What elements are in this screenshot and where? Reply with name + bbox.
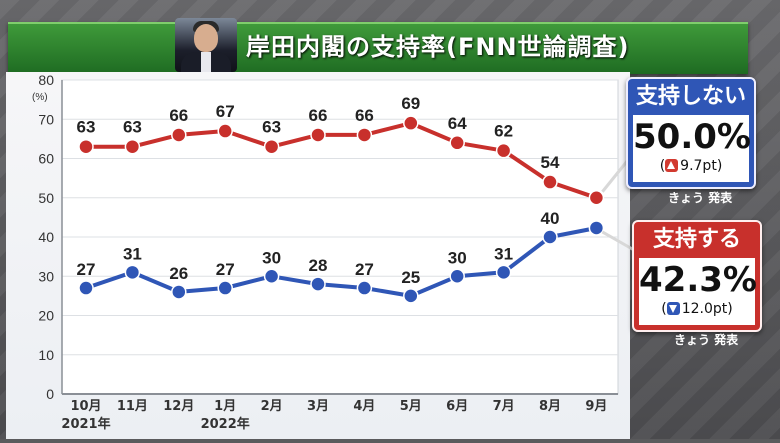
data-label-support: 26 — [169, 264, 188, 283]
data-label-support: 25 — [401, 268, 420, 287]
not-support-title: 支持しない — [635, 84, 746, 109]
data-label-not_support: 54 — [541, 153, 560, 172]
prime-minister-portrait — [175, 18, 237, 72]
support-change: 12.0pt — [681, 301, 728, 317]
data-label-not_support: 69 — [401, 94, 420, 113]
y-tick-label: 0 — [46, 386, 54, 402]
support-title: 支持する — [652, 227, 741, 252]
not-support-change: 9.7pt — [680, 158, 717, 174]
point-not_support — [356, 127, 373, 143]
x-tick-label: 12月 — [163, 399, 194, 414]
x-tick-label: 8月 — [539, 399, 561, 414]
point-support — [588, 220, 605, 236]
up-arrow-icon — [665, 159, 679, 172]
x-tick-label: 1月 — [214, 399, 236, 414]
data-label-not_support: 63 — [262, 118, 281, 137]
y-tick-label: 10 — [38, 347, 54, 363]
point-support — [78, 280, 94, 296]
not-support-callout: 支持しない 50.0% (9.7pt) — [626, 77, 756, 189]
y-tick-label: 50 — [38, 190, 54, 206]
point-not_support — [124, 138, 141, 155]
point-support — [495, 264, 512, 281]
x-tick-label: 7月 — [493, 399, 515, 414]
point-not_support — [403, 115, 419, 131]
point-not_support — [310, 127, 326, 143]
point-support — [217, 280, 233, 296]
point-not_support — [495, 142, 512, 159]
data-label-not_support: 66 — [169, 106, 188, 125]
point-support — [263, 268, 280, 284]
x-tick-label: 5月 — [400, 399, 422, 414]
data-label-not_support: 66 — [309, 106, 328, 125]
point-support — [542, 229, 558, 245]
point-not_support — [217, 123, 233, 139]
chart-title: 岸田内閣の支持率(FNN世論調査) — [246, 33, 630, 61]
point-not_support — [263, 138, 280, 155]
not-support-change-row: (9.7pt) — [659, 158, 723, 174]
data-label-support: 27 — [355, 260, 374, 279]
data-label-support: 31 — [123, 244, 142, 263]
x-tick-label: 3月 — [307, 399, 329, 414]
data-label-support: 30 — [262, 248, 281, 267]
point-support — [449, 268, 465, 284]
data-label-not_support: 64 — [448, 114, 467, 133]
data-label-not_support: 62 — [494, 122, 513, 141]
connector-support — [601, 230, 635, 252]
support-value: 42.3% — [639, 260, 757, 300]
chart-panel: 0 10 20 30 40 50 60 70 80 (%) 10月 11月 12月 1月 2月 3月 4月 5月 6… — [6, 72, 630, 439]
data-label-support: 27 — [216, 260, 235, 279]
x-tick-label: 4月 — [353, 399, 375, 414]
point-not_support — [78, 138, 94, 155]
data-label-not_support: 63 — [123, 118, 142, 137]
y-tick-label: 60 — [38, 151, 54, 167]
data-label-not_support: 67 — [216, 102, 235, 121]
not-support-announce: きょう 発表 — [668, 191, 733, 205]
point-not_support — [449, 135, 465, 151]
point-support — [171, 284, 187, 300]
data-label-support: 31 — [494, 244, 513, 263]
point-not_support — [171, 127, 187, 143]
data-label-not_support: 63 — [77, 118, 96, 137]
x-tick-label: 2月 — [261, 399, 283, 414]
support-callout: 支持する 42.3% (12.0pt) — [632, 220, 762, 332]
year-label: 2022年 — [201, 416, 250, 432]
point-not_support — [588, 190, 605, 206]
y-tick-label: 20 — [38, 308, 54, 324]
y-tick-label: 80 — [38, 72, 54, 88]
title-bar — [8, 22, 748, 74]
data-label-support: 28 — [309, 256, 328, 275]
y-tick-label: 30 — [38, 268, 54, 284]
line-chart: 0 10 20 30 40 50 60 70 80 (%) 10月 11月 12月 1月 2月 3月 4月 5月 6… — [32, 72, 619, 432]
series-line-not_support — [86, 121, 598, 200]
point-support — [310, 276, 326, 292]
y-tick-label: 40 — [38, 229, 54, 245]
y-unit-label: (%) — [32, 92, 48, 103]
data-label-support: 40 — [541, 209, 560, 228]
y-tick-label: 70 — [38, 111, 54, 127]
x-tick-label: 11月 — [117, 399, 148, 414]
data-label-support: 30 — [448, 248, 467, 267]
point-support — [124, 264, 141, 281]
x-tick-label: 9月 — [585, 399, 607, 414]
data-label-not_support: 66 — [355, 106, 374, 125]
down-arrow-icon — [666, 302, 680, 315]
x-tick-label: 6月 — [446, 399, 468, 414]
support-announce: きょう 発表 — [674, 333, 739, 347]
x-tick-label: 10月 — [70, 399, 101, 414]
point-support — [356, 280, 373, 296]
point-support — [403, 288, 419, 304]
not-support-value: 50.0% — [633, 117, 751, 157]
year-label: 2021年 — [61, 416, 110, 432]
point-not_support — [542, 174, 558, 190]
data-label-support: 27 — [77, 260, 96, 279]
support-change-row: (12.0pt) — [661, 301, 733, 317]
connector-not-support — [601, 159, 630, 193]
series-line-support — [85, 226, 597, 298]
